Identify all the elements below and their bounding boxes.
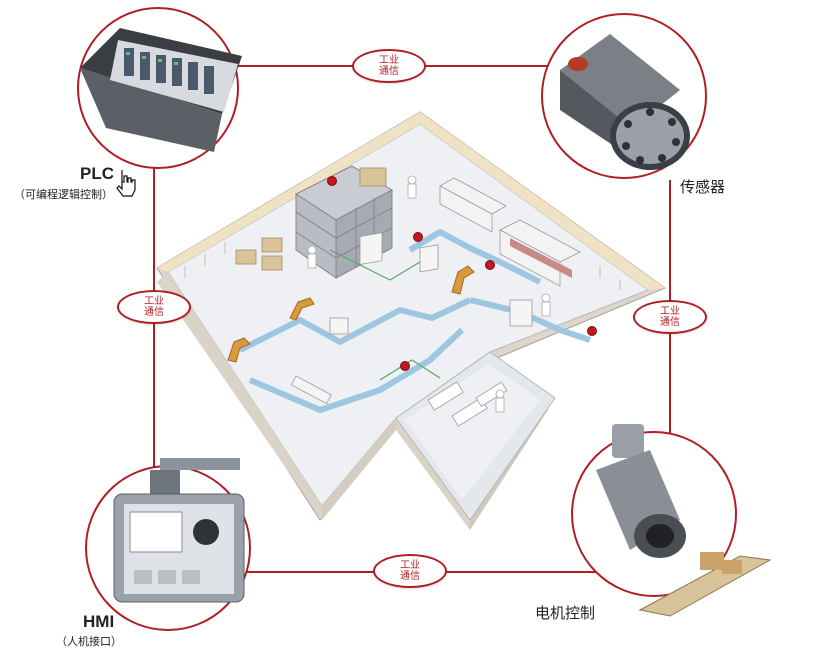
comm-badge-line1: 工业 bbox=[144, 296, 164, 307]
hand-cursor-icon bbox=[116, 170, 136, 197]
motor-title: 电机控制 bbox=[535, 604, 596, 622]
plc-subtitle: （可编程逻辑控制） bbox=[14, 188, 113, 201]
comm-badge-line2: 通信 bbox=[379, 66, 399, 77]
sensor-title: 传感器 bbox=[680, 178, 726, 196]
comm-badge-line2: 通信 bbox=[660, 317, 680, 328]
comm-badge-line1: 工业 bbox=[660, 306, 680, 317]
hmi-panel-icon bbox=[113, 458, 245, 603]
hmi-title: HMI bbox=[83, 612, 115, 631]
comm-badge-left: 工业 通信 bbox=[117, 290, 191, 324]
sensor-node bbox=[541, 13, 707, 179]
plc-rack-icon bbox=[80, 28, 242, 152]
motor-icon bbox=[596, 424, 772, 617]
factory-floor-illustration bbox=[156, 111, 667, 530]
comm-badge-line2: 通信 bbox=[400, 571, 420, 582]
sensor-icon bbox=[560, 34, 690, 170]
hmi-subtitle: （人机接口） bbox=[56, 635, 122, 648]
conveyor-line bbox=[238, 229, 591, 413]
comm-badge-bottom: 工业 通信 bbox=[373, 554, 447, 588]
plc-node bbox=[77, 7, 242, 169]
comm-badge-line1: 工业 bbox=[379, 55, 399, 66]
comm-badge-line1: 工业 bbox=[400, 560, 420, 571]
hmi-node bbox=[85, 458, 251, 631]
plc-title: PLC bbox=[80, 164, 114, 183]
comm-badge-right: 工业 通信 bbox=[633, 300, 707, 334]
comm-badge-line2: 通信 bbox=[144, 307, 164, 318]
comm-badge-top: 工业 通信 bbox=[352, 49, 426, 83]
motor-node bbox=[571, 424, 772, 617]
